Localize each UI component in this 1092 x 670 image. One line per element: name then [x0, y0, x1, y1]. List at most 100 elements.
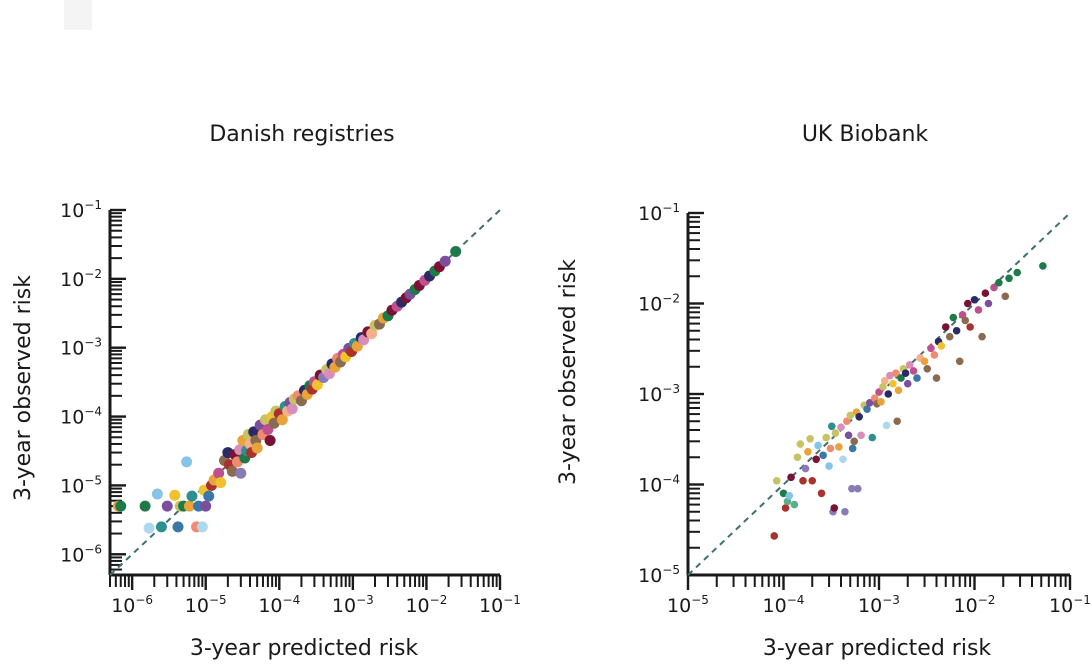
data-point [790, 500, 799, 509]
data-point [995, 278, 1003, 287]
data-point [877, 397, 885, 406]
data-point [970, 295, 979, 304]
x-axis-label: 3-year predicted risk [190, 636, 419, 661]
y-axis-label: 3-year observed risk [11, 275, 36, 501]
data-point [837, 423, 845, 431]
data-point [169, 489, 181, 501]
data-point [865, 398, 874, 407]
data-point [806, 434, 814, 443]
data-point [779, 489, 788, 498]
data-point [884, 390, 893, 398]
data-point [143, 522, 155, 534]
data-point [909, 367, 918, 375]
x-tick-label: 10−2 [954, 593, 996, 617]
data-point [825, 462, 833, 470]
data-point [848, 444, 857, 453]
data-point [155, 521, 167, 533]
data-point [901, 369, 910, 377]
data-point [819, 451, 827, 460]
data-point [781, 504, 790, 512]
data-point [115, 500, 127, 512]
data-point [213, 467, 225, 479]
data-point [923, 364, 932, 373]
data-point [897, 374, 905, 382]
chart-title: UK Biobank [802, 122, 929, 147]
y-axis-label: 3-year observed risk [556, 259, 581, 485]
data-point [894, 386, 903, 395]
data-point [235, 467, 247, 479]
data-point [186, 490, 198, 502]
data-point [920, 357, 929, 366]
x-tick-label: 10−4 [258, 593, 300, 617]
data-point [882, 421, 891, 430]
data-point [772, 476, 781, 485]
data-point [203, 490, 215, 502]
x-tick-label: 10−1 [479, 593, 521, 617]
data-point [892, 369, 900, 377]
data-point [941, 323, 950, 331]
data-point [251, 442, 263, 454]
x-tick-label: 10−3 [332, 593, 374, 617]
data-point [793, 453, 802, 462]
data-point [937, 342, 946, 350]
x-tick-label: 10−2 [405, 593, 447, 617]
data-point [172, 521, 184, 533]
data-point [450, 245, 462, 257]
data-point [841, 507, 849, 516]
data-point [955, 357, 964, 366]
data-point [785, 492, 794, 500]
data-point [268, 417, 280, 429]
data-point [863, 405, 871, 413]
data-point [226, 465, 238, 477]
data-point [974, 306, 983, 314]
data-point [839, 455, 847, 464]
data-point [1039, 262, 1047, 270]
data-point [796, 440, 805, 448]
x-tick-label: 10−5 [667, 593, 709, 617]
y-tick-label: 10−1 [60, 198, 102, 222]
data-point [945, 332, 954, 341]
data-point [1013, 268, 1022, 277]
data-point [808, 476, 817, 485]
data-point [844, 431, 853, 440]
data-point [875, 388, 883, 396]
data-point [850, 437, 859, 446]
data-point [215, 477, 227, 489]
data-point [978, 332, 986, 341]
data-point [831, 429, 840, 437]
data-point [905, 361, 914, 369]
data-point [949, 313, 958, 322]
data-point [893, 417, 901, 426]
data-point [952, 326, 961, 335]
data-point [276, 414, 288, 426]
y-tick-label: 10−3 [60, 336, 102, 360]
data-point [855, 412, 863, 421]
panel-0: Danish registries 10−6 10−5 10−4 10−3 10−2 10−… [11, 122, 521, 661]
data-point [161, 500, 173, 512]
data-point [814, 441, 822, 450]
data-point [958, 311, 967, 319]
data-point [889, 379, 897, 388]
y-tick-label: 10−3 [638, 382, 680, 406]
data-point [966, 323, 974, 331]
data-point [286, 403, 298, 415]
data-point [827, 422, 836, 431]
data-point [984, 299, 993, 308]
data-point [181, 456, 193, 468]
data-point [961, 316, 970, 325]
x-tick-label: 10−6 [111, 593, 153, 617]
y-tick-label: 10−4 [60, 405, 102, 429]
data-point [848, 484, 856, 493]
y-tick-label: 10−1 [638, 201, 680, 225]
y-tick-label: 10−2 [60, 267, 102, 291]
x-tick-label: 10−3 [858, 593, 900, 617]
data-point [1005, 274, 1013, 283]
y-tick-label: 10−5 [638, 563, 680, 587]
data-point [930, 351, 939, 359]
data-point [854, 484, 862, 493]
data-point [879, 383, 887, 391]
y-tick-label: 10−4 [638, 473, 680, 497]
x-tick-label: 10−5 [185, 593, 227, 617]
panel-1: UK Biobank 10−5 10−4 10−3 10−2 10−1 10−5 10−4 10… [556, 122, 1091, 661]
